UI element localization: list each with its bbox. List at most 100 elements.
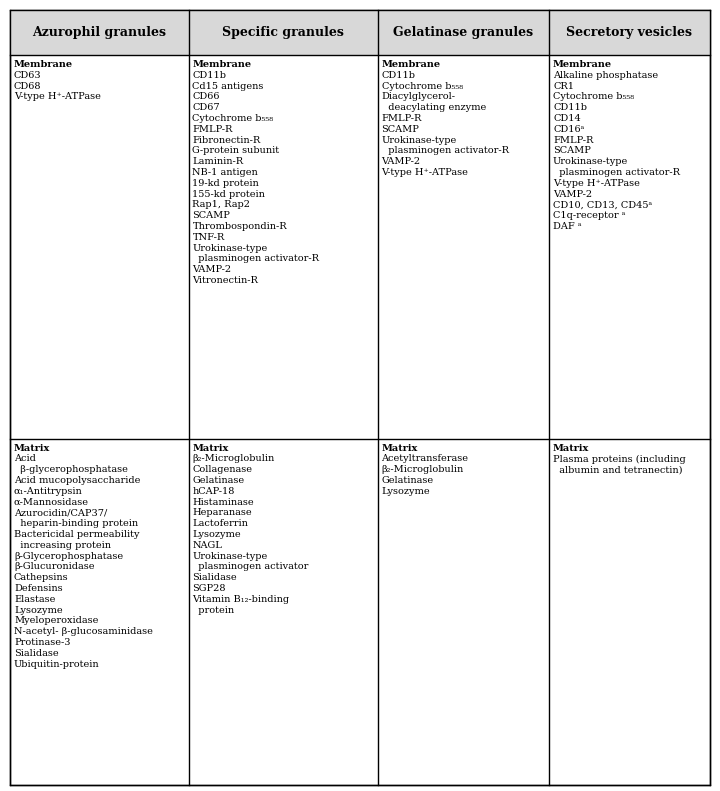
Text: Azurocidin/CAP37/: Azurocidin/CAP37/ [14,509,107,517]
Text: Heparanase: Heparanase [192,509,252,517]
Text: Acetyltransferase: Acetyltransferase [382,454,469,464]
Text: Urokinase-type: Urokinase-type [553,157,629,166]
Text: plasminogen activator-R: plasminogen activator-R [553,168,680,177]
Text: Lactoferrin: Lactoferrin [192,519,248,528]
Text: SCAMP: SCAMP [382,125,419,134]
Text: FMLP-R: FMLP-R [382,114,422,123]
Text: Lysozyme: Lysozyme [382,486,430,496]
Text: Protinase-3: Protinase-3 [14,638,71,647]
Text: Urokinase-type: Urokinase-type [192,244,268,252]
Text: Vitronectin-R: Vitronectin-R [192,276,258,285]
Text: CD63: CD63 [14,70,42,80]
Text: deacylating enzyme: deacylating enzyme [382,103,486,112]
Text: Lysozyme: Lysozyme [14,606,63,615]
Text: heparin-binding protein: heparin-binding protein [14,519,138,528]
Text: CD67: CD67 [192,103,220,112]
Text: Vitamin B₁₂-binding: Vitamin B₁₂-binding [192,595,289,604]
Text: SCAMP: SCAMP [553,146,591,155]
Text: Matrix: Matrix [192,444,229,452]
Text: β₂-Microglobulin: β₂-Microglobulin [192,454,275,464]
Text: Gelatinase: Gelatinase [192,476,245,485]
Text: V-type H⁺-ATPase: V-type H⁺-ATPase [382,168,469,177]
Text: Specific granules: Specific granules [222,26,344,39]
Text: FMLP-R: FMLP-R [192,125,233,134]
Text: FMLP-R: FMLP-R [553,135,593,145]
Text: Sialidase: Sialidase [14,649,58,658]
Text: Matrix: Matrix [14,444,50,452]
Text: β-Glucuronidase: β-Glucuronidase [14,562,94,571]
Text: SGP28: SGP28 [192,584,226,593]
Text: VAMP-2: VAMP-2 [192,265,232,274]
Text: V-type H⁺-ATPase: V-type H⁺-ATPase [14,93,101,101]
Text: Collagenase: Collagenase [192,465,253,474]
Text: Bactericidal permeability: Bactericidal permeability [14,530,140,539]
Text: G-protein subunit: G-protein subunit [192,146,279,155]
Text: β-Glycerophosphatase: β-Glycerophosphatase [14,551,123,561]
Text: SCAMP: SCAMP [192,211,230,220]
Text: TNF-R: TNF-R [192,233,225,242]
Text: Fibronectin-R: Fibronectin-R [192,135,261,145]
Text: CD10, CD13, CD45ᵃ: CD10, CD13, CD45ᵃ [553,200,652,210]
Text: Membrane: Membrane [14,60,73,69]
Text: CR1: CR1 [553,81,574,90]
Text: Membrane: Membrane [192,60,251,69]
Text: NB-1 antigen: NB-1 antigen [192,168,258,177]
Text: Plasma proteins (including: Plasma proteins (including [553,454,685,464]
Text: VAMP-2: VAMP-2 [553,190,592,199]
Text: CD14: CD14 [553,114,581,123]
Text: plasminogen activator-R: plasminogen activator-R [192,255,320,263]
Text: Azurophil granules: Azurophil granules [32,26,166,39]
Text: CD16ᵃ: CD16ᵃ [553,125,584,134]
Text: Matrix: Matrix [553,444,590,452]
Text: Myeloperoxidase: Myeloperoxidase [14,616,99,626]
Text: NAGL: NAGL [192,541,222,550]
Text: Secretory vesicles: Secretory vesicles [567,26,693,39]
Text: Cd15 antigens: Cd15 antigens [192,81,264,90]
Text: Laminin-R: Laminin-R [192,157,243,166]
Text: β₂-Microglobulin: β₂-Microglobulin [382,465,464,474]
Text: 155-kd protein: 155-kd protein [192,190,266,199]
Text: V-type H⁺-ATPase: V-type H⁺-ATPase [553,179,640,187]
Text: Acid mucopolysaccharide: Acid mucopolysaccharide [14,476,140,485]
Text: Diacylglycerol-: Diacylglycerol- [382,93,456,101]
Text: CD11b: CD11b [382,70,415,80]
Text: Gelatinase: Gelatinase [382,476,433,485]
Text: hCAP-18: hCAP-18 [192,486,235,496]
Text: Urokinase-type: Urokinase-type [192,551,268,561]
Text: increasing protein: increasing protein [14,541,111,550]
Text: plasminogen activator: plasminogen activator [192,562,309,571]
Text: Acid: Acid [14,454,36,464]
Text: Defensins: Defensins [14,584,63,593]
Text: CD11b: CD11b [192,70,227,80]
Text: Membrane: Membrane [382,60,441,69]
Text: VAMP-2: VAMP-2 [382,157,420,166]
Text: C1q-receptor ᵃ: C1q-receptor ᵃ [553,211,626,220]
Text: α₁-Antitrypsin: α₁-Antitrypsin [14,486,83,496]
Text: β-glycerophosphatase: β-glycerophosphatase [14,465,128,474]
Text: Elastase: Elastase [14,595,55,604]
Text: 19-kd protein: 19-kd protein [192,179,259,187]
Text: plasminogen activator-R: plasminogen activator-R [382,146,508,155]
Text: Cytochrome b₅₅₈: Cytochrome b₅₅₈ [553,93,634,101]
Text: CD66: CD66 [192,93,220,101]
Text: Cathepsins: Cathepsins [14,573,68,582]
Text: Gelatinase granules: Gelatinase granules [393,26,534,39]
Text: CD68: CD68 [14,81,42,90]
Text: α-Mannosidase: α-Mannosidase [14,498,89,506]
Text: Matrix: Matrix [382,444,418,452]
Text: Membrane: Membrane [553,60,612,69]
Text: Cytochrome b₅₅₈: Cytochrome b₅₅₈ [192,114,274,123]
Text: Alkaline phosphatase: Alkaline phosphatase [553,70,658,80]
Text: Lysozyme: Lysozyme [192,530,241,539]
Bar [10,10,710,55]
Text: Urokinase-type: Urokinase-type [382,135,456,145]
Text: albumin and tetranectin): albumin and tetranectin) [553,465,683,474]
Text: N-acetyl- β-glucosaminidase: N-acetyl- β-glucosaminidase [14,627,153,636]
Text: Rap1, Rap2: Rap1, Rap2 [192,200,251,210]
Text: DAF ᵃ: DAF ᵃ [553,222,582,231]
Text: Ubiquitin-protein: Ubiquitin-protein [14,660,99,668]
Text: protein: protein [192,606,235,615]
Text: CD11b: CD11b [553,103,587,112]
Text: Thrombospondin-R: Thrombospondin-R [192,222,287,231]
Text: Histaminase: Histaminase [192,498,254,506]
